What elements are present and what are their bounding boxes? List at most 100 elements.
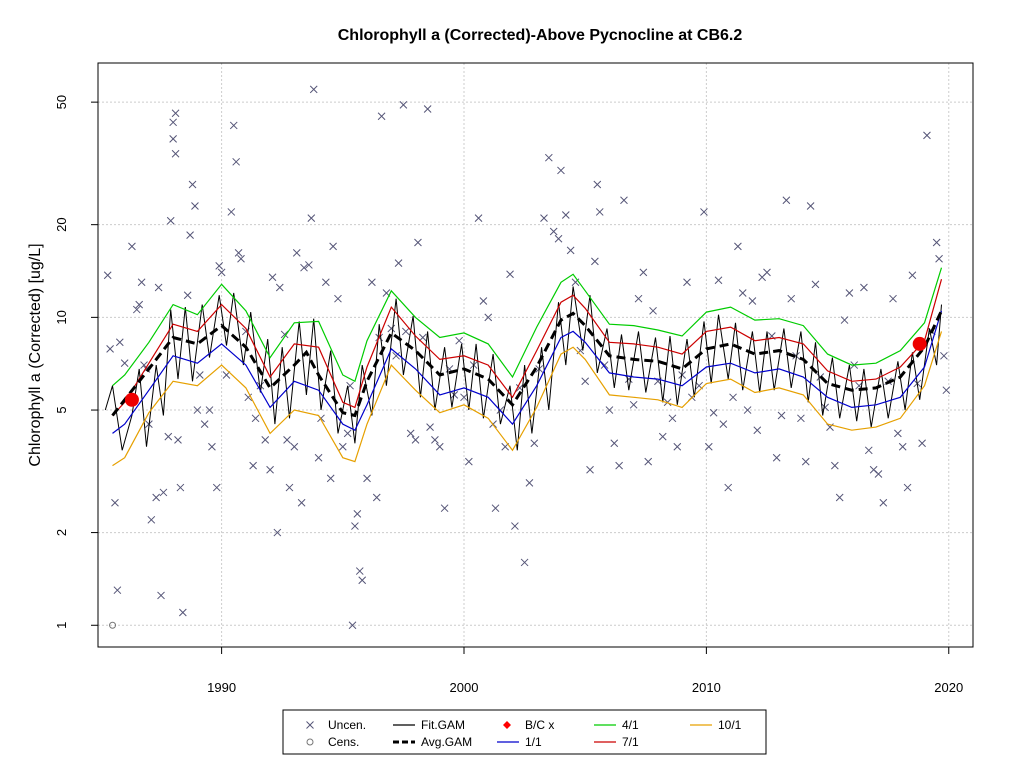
y-tick-label: 50 <box>54 95 69 109</box>
observation-stroke <box>411 436 420 444</box>
observation-stroke <box>889 294 897 303</box>
observation-stroke <box>174 436 182 444</box>
x-tick-label: 2020 <box>934 680 963 695</box>
observation-point <box>338 442 347 451</box>
observation-stroke <box>358 576 367 585</box>
observation-stroke <box>734 242 742 251</box>
x-tick-label: 1990 <box>207 680 236 695</box>
observation-stroke <box>615 461 623 470</box>
observation-point <box>406 429 415 438</box>
observation-stroke <box>387 324 396 333</box>
observation-point <box>205 406 214 414</box>
observation-stroke <box>394 259 403 267</box>
observation-point <box>251 414 260 423</box>
observation-stroke <box>166 216 175 225</box>
observation-stroke <box>515 384 524 392</box>
observation-stroke <box>787 294 796 303</box>
observation-point <box>591 257 599 266</box>
chart-title: Chlorophyll a (Corrected)-Above Pycnocli… <box>338 27 743 44</box>
observation-stroke <box>392 351 400 360</box>
observation-stroke <box>610 439 619 448</box>
observation-point <box>605 406 614 414</box>
observation-stroke <box>215 261 224 270</box>
observation-point <box>894 429 902 438</box>
avg-gam-line <box>111 310 943 418</box>
legend-cross-icon <box>306 721 314 729</box>
observation-stroke <box>695 381 703 390</box>
observation-stroke <box>329 242 337 251</box>
observation-stroke <box>738 289 747 297</box>
observation-point <box>351 522 359 530</box>
y-axis-label: Chlorophyll a (Corrected) [ug/L] <box>27 243 44 466</box>
observation-stroke <box>639 268 648 277</box>
observation-point <box>554 234 563 243</box>
observation-stroke <box>169 118 177 127</box>
observation-stroke <box>923 131 931 140</box>
observation-point <box>392 351 400 360</box>
observation-point <box>649 306 657 315</box>
observation-point <box>840 316 849 324</box>
observation-point <box>418 333 427 342</box>
observation-point <box>634 294 643 303</box>
observation-point <box>709 408 718 417</box>
observation-stroke <box>940 351 948 360</box>
observation-point <box>232 157 241 166</box>
legend-label: 10/1 <box>718 718 742 732</box>
legend-label: Avg.GAM <box>421 735 472 749</box>
observation-point <box>234 248 243 257</box>
observation-stroke <box>591 257 599 266</box>
observation-point <box>908 271 917 280</box>
observation-stroke <box>772 453 781 462</box>
legend-diamond-icon <box>503 721 511 729</box>
observation-stroke <box>372 493 381 502</box>
observation-point <box>700 208 708 216</box>
observation-point <box>714 276 723 285</box>
observation-stroke <box>300 263 308 272</box>
observation-point <box>440 504 449 513</box>
observation-point <box>821 403 830 412</box>
observation-stroke <box>152 493 161 502</box>
observation-stroke <box>520 558 529 567</box>
observation-point <box>595 208 604 216</box>
observation-stroke <box>212 483 221 492</box>
observation-stroke <box>348 621 357 630</box>
observation-stroke <box>314 453 323 462</box>
observation-stroke <box>343 429 352 438</box>
observation-stroke <box>111 498 119 507</box>
observation-stroke <box>629 400 638 409</box>
observation-stroke <box>593 180 602 189</box>
observation-point <box>423 105 432 113</box>
observation-point <box>174 436 182 444</box>
observation-point <box>506 270 514 279</box>
observation-point <box>261 436 270 444</box>
y-axis: 1 2 5 10 20 50 <box>54 95 98 629</box>
observation-point <box>154 283 163 292</box>
observation-stroke <box>401 327 410 336</box>
observation-stroke <box>285 483 294 492</box>
y-tick-label: 5 <box>54 406 69 413</box>
observation-stroke <box>797 414 805 423</box>
bc-point <box>124 392 139 407</box>
observation-point <box>544 153 553 162</box>
observation-point <box>157 591 165 600</box>
observation-point <box>120 359 129 368</box>
observation-point <box>411 436 420 444</box>
observation-stroke <box>634 294 643 303</box>
observation-point <box>394 259 403 267</box>
observation-stroke <box>113 586 122 595</box>
observation-point <box>935 254 943 263</box>
observation-stroke <box>709 408 718 417</box>
y-tick-label: 20 <box>54 217 69 231</box>
legend-item: Fit.GAM <box>393 718 465 732</box>
observation-stroke <box>188 180 197 189</box>
observation-point <box>940 351 948 360</box>
observation-stroke <box>140 361 148 369</box>
observation-stroke <box>147 515 156 524</box>
observation-stroke <box>137 278 146 287</box>
observation-stroke <box>355 567 364 575</box>
observation-stroke <box>266 465 274 474</box>
observation-point <box>474 214 483 222</box>
observation-point <box>431 436 439 444</box>
observation-stroke <box>658 432 667 441</box>
observation-stroke <box>382 289 391 297</box>
